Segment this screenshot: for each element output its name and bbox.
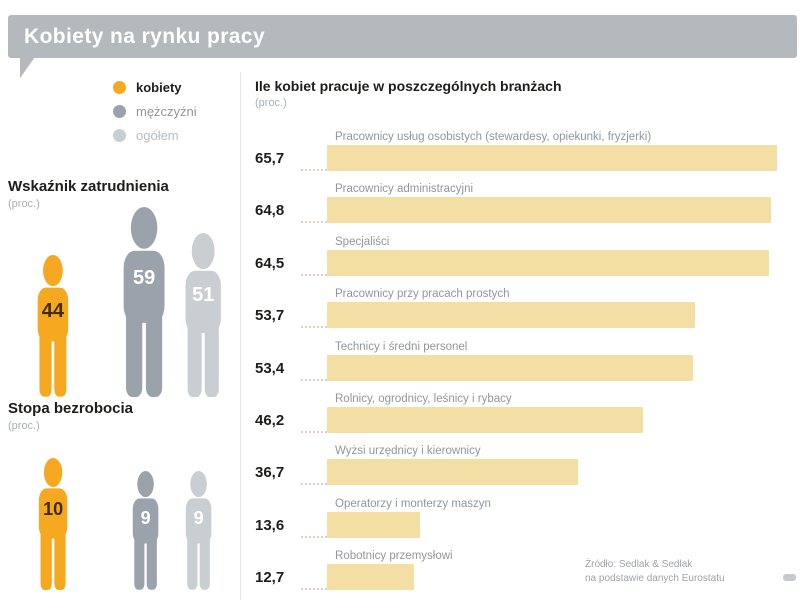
legend-dot-icon: [113, 81, 126, 94]
bar-value: 64,5: [255, 254, 285, 272]
bar: [327, 354, 693, 381]
bar: [327, 302, 695, 329]
legend-item-mezczyzni: mężczyźni: [113, 104, 197, 119]
leader-line: [301, 378, 327, 381]
industry-bar-chart: Ile kobiet pracuje w poszczególnych bran…: [255, 78, 805, 591]
person-figure-men: 59: [108, 207, 180, 397]
bar-label: Pracownicy administracyjni: [335, 183, 474, 196]
figure-value: 44: [41, 299, 65, 322]
legend-item-kobiety: kobiety: [113, 80, 197, 95]
source-line1: Źródło: Sedlak & Sedlak: [585, 559, 693, 570]
bar-label: Robotnicy przemysłowi: [335, 550, 453, 563]
figure-value: 9: [193, 508, 204, 529]
person-icon: [123, 207, 165, 397]
legend-dot-icon: [113, 105, 126, 118]
person-figure-men: 9: [123, 471, 168, 590]
bar-label: Pracownicy przy pracach prostych: [335, 288, 510, 301]
person-figure-women: 10: [28, 458, 78, 590]
bar-row: Rolnicy, ogrodnicy, leśnicy i rybacy 46,…: [255, 390, 805, 442]
employment-heading: Wskaźnik zatrudnienia: [8, 178, 169, 195]
person-figure-total: 51: [172, 232, 234, 397]
employment-pictogram: 44 59 51: [8, 207, 240, 397]
legend-dot-icon: [113, 129, 126, 142]
figure-value: 59: [132, 266, 156, 289]
bar-value: 36,7: [255, 464, 285, 482]
bar-row: Wyżsi urzędnicy i kierownicy 36,7: [255, 442, 805, 494]
legend: kobiety mężczyźni ogółem: [113, 80, 197, 152]
legend-item-ogolem: ogółem: [113, 128, 197, 143]
bar-row: Robotnicy przemysłowi 12,7: [255, 547, 805, 599]
person-figure-women: 44: [26, 255, 80, 397]
person-icon: [185, 471, 212, 590]
banner-speech-tail: [20, 57, 35, 78]
person-figure-total: 9: [176, 471, 221, 590]
bar: [327, 197, 771, 224]
person-icon: [38, 458, 68, 590]
leader-line: [301, 326, 327, 329]
person-icon: [37, 255, 69, 397]
bar: [327, 145, 778, 171]
bar-row: Pracownicy administracyjni 64,8: [255, 180, 805, 232]
bar-row: Technicy i średni personel 53,4: [255, 338, 805, 390]
bar: [327, 406, 644, 433]
bar-value: 12,7: [255, 569, 285, 587]
person-icon: [185, 232, 221, 397]
legend-label: kobiety: [136, 80, 182, 95]
leader-line: [301, 273, 327, 276]
bar-value: 65,7: [255, 150, 285, 167]
bar-value: 53,4: [255, 359, 285, 377]
bar-value: 13,6: [255, 516, 285, 534]
bar-row: Pracownicy usług osobistych (stewardesy,…: [255, 128, 805, 180]
figure-value: 9: [140, 508, 151, 529]
bar-value: 46,2: [255, 411, 285, 429]
bar: [327, 564, 414, 591]
leader-line: [301, 588, 327, 591]
legend-label: ogółem: [136, 128, 179, 143]
unemployment-pictogram: 10 9 9: [8, 457, 240, 590]
bar-label: Technicy i średni personel: [335, 340, 468, 353]
bar: [327, 249, 769, 276]
legend-label: mężczyźni: [136, 104, 197, 119]
unemployment-heading: Stopa bezrobocia: [8, 400, 134, 417]
source-credit: Źródło: Sedlak & Sedlak na podstawie dan…: [585, 558, 725, 586]
chart-rows: Pracownicy usług osobistych (stewardesy,…: [255, 128, 805, 600]
bar-label: Wyżsi urzędnicy i kierownicy: [335, 445, 481, 458]
figure-value: 10: [43, 499, 64, 520]
bar-row: Specjaliści 64,5: [255, 233, 805, 285]
bar-row: Operatorzy i monterzy maszyn 13,6: [255, 495, 805, 547]
leader-line: [301, 430, 327, 433]
bar-value: 64,8: [255, 202, 285, 220]
leader-line: [301, 535, 327, 538]
leader-line: [301, 221, 327, 224]
column-divider: [240, 72, 241, 600]
infographic-logo: [783, 574, 796, 581]
employment-unit: (proc.): [8, 198, 40, 210]
bar: [327, 459, 579, 486]
bar-label: Pracownicy usług osobistych (stewardesy,…: [335, 131, 652, 143]
bar: [327, 511, 421, 538]
bar-value: 53,7: [255, 307, 285, 325]
person-icon: [132, 471, 159, 590]
leader-line: [301, 169, 327, 171]
bar-label: Operatorzy i monterzy maszyn: [335, 497, 491, 510]
bar-row: Pracownicy przy pracach prostych 53,7: [255, 285, 805, 337]
source-line2: na podstawie danych Eurostatu: [585, 573, 725, 584]
unemployment-unit: (proc.): [8, 420, 40, 432]
chart-unit: (proc.): [255, 97, 287, 109]
page-title: Kobiety na rynku pracy: [24, 24, 266, 48]
chart-title: Ile kobiet pracuje w poszczególnych bran…: [255, 78, 562, 94]
title-banner: Kobiety na rynku pracy: [8, 15, 797, 58]
bar-label: Specjaliści: [335, 235, 390, 248]
bar-label: Rolnicy, ogrodnicy, leśnicy i rybacy: [335, 392, 512, 405]
figure-value: 51: [192, 284, 215, 307]
leader-line: [301, 483, 327, 486]
